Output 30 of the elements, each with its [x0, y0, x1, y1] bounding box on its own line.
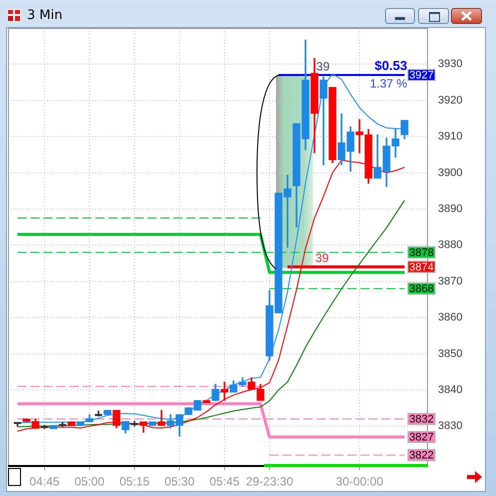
annotation: 39 — [316, 59, 330, 74]
y-tick-label: 3840 — [438, 384, 462, 396]
x-tick-label: 05:30 — [164, 474, 195, 489]
data-label: 3827 — [409, 432, 434, 444]
y-tick-label: 3850 — [438, 348, 462, 360]
y-tick-label: 3900 — [438, 166, 462, 179]
y-tick-label: 3890 — [438, 203, 462, 216]
y-tick-label: 3830 — [438, 420, 462, 432]
chart-title: 3 Min — [27, 8, 62, 23]
data-label: 3832 — [409, 413, 434, 426]
y-tick-label: 3860 — [438, 312, 462, 324]
data-label: 3878 — [409, 246, 434, 259]
data-label: 3927 — [409, 70, 434, 82]
data-label: 3868 — [409, 283, 434, 296]
y-tick-label: 3870 — [438, 275, 462, 288]
x-tick-label: 05:45 — [209, 474, 240, 489]
y-tick-label: 3910 — [438, 130, 462, 143]
annotation: 1.37 % — [370, 76, 408, 90]
x-tick-label: 29-23:30 — [246, 474, 294, 489]
y-tick-label: 3930 — [438, 58, 462, 70]
data-label: 3874 — [409, 261, 434, 274]
x-tick-label: 05:15 — [119, 474, 150, 489]
x-tick-label: 30-00:00 — [336, 474, 384, 489]
y-tick-label: 3920 — [438, 94, 462, 106]
x-tick-label: 05:00 — [74, 474, 105, 489]
annotation: 39 — [315, 251, 330, 266]
x-tick-label: 04:45 — [29, 474, 60, 489]
data-label: 3822 — [409, 450, 434, 462]
y-tick-label: 3880 — [438, 239, 462, 252]
annotation: $0.53 — [374, 58, 408, 74]
